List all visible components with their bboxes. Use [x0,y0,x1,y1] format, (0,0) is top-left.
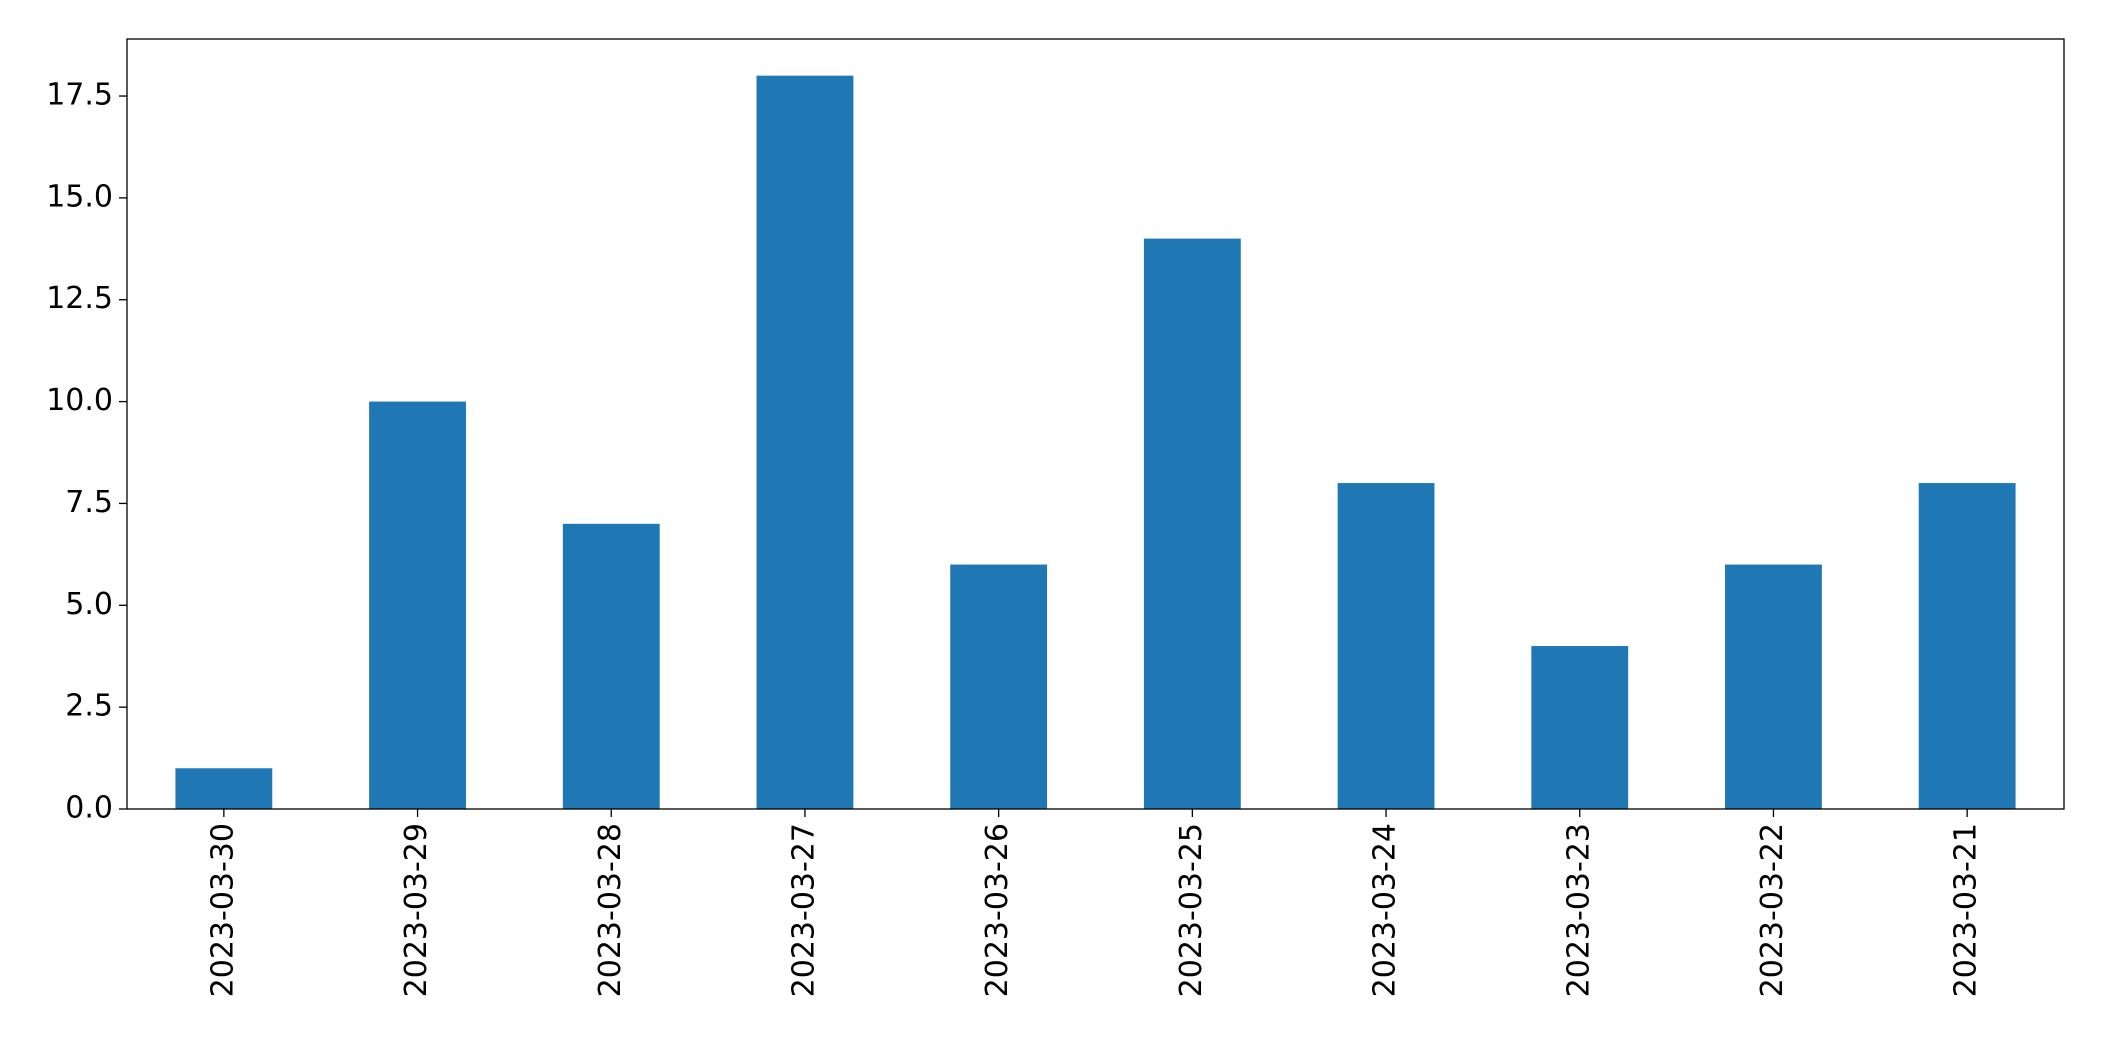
bar [175,768,273,809]
y-tick-label: 12.5 [46,281,113,316]
plot-frame [126,38,2065,810]
x-tick-label: 2023-03-21 [1949,823,1984,997]
x-tick-label: 2023-03-26 [980,823,1015,997]
bar [1143,238,1241,809]
y-tick-label: 2.5 [65,689,113,724]
bar [950,564,1048,809]
bar [756,75,854,809]
y-tick-label: 0.0 [65,791,113,826]
bar [1918,483,2016,809]
y-tick-label: 10.0 [46,383,113,418]
bar [562,523,660,809]
bar [1531,646,1629,809]
x-tick-label: 2023-03-22 [1755,823,1790,997]
bar [1725,564,1822,809]
bar [1337,483,1435,809]
y-tick-label: 15.0 [46,179,113,214]
x-tick-label: 2023-03-24 [1368,823,1403,997]
x-tick-label: 2023-03-29 [399,823,434,997]
x-tick-label: 2023-03-28 [593,823,628,997]
x-tick-label: 2023-03-30 [205,823,240,997]
x-tick-label: 2023-03-27 [786,823,821,997]
y-tick-label: 17.5 [46,78,113,113]
x-tick-label: 2023-03-23 [1561,823,1596,997]
y-tick-label: 5.0 [65,587,113,622]
y-tick-label: 7.5 [65,485,113,520]
bar [369,401,466,809]
x-tick-label: 2023-03-25 [1174,823,1209,997]
